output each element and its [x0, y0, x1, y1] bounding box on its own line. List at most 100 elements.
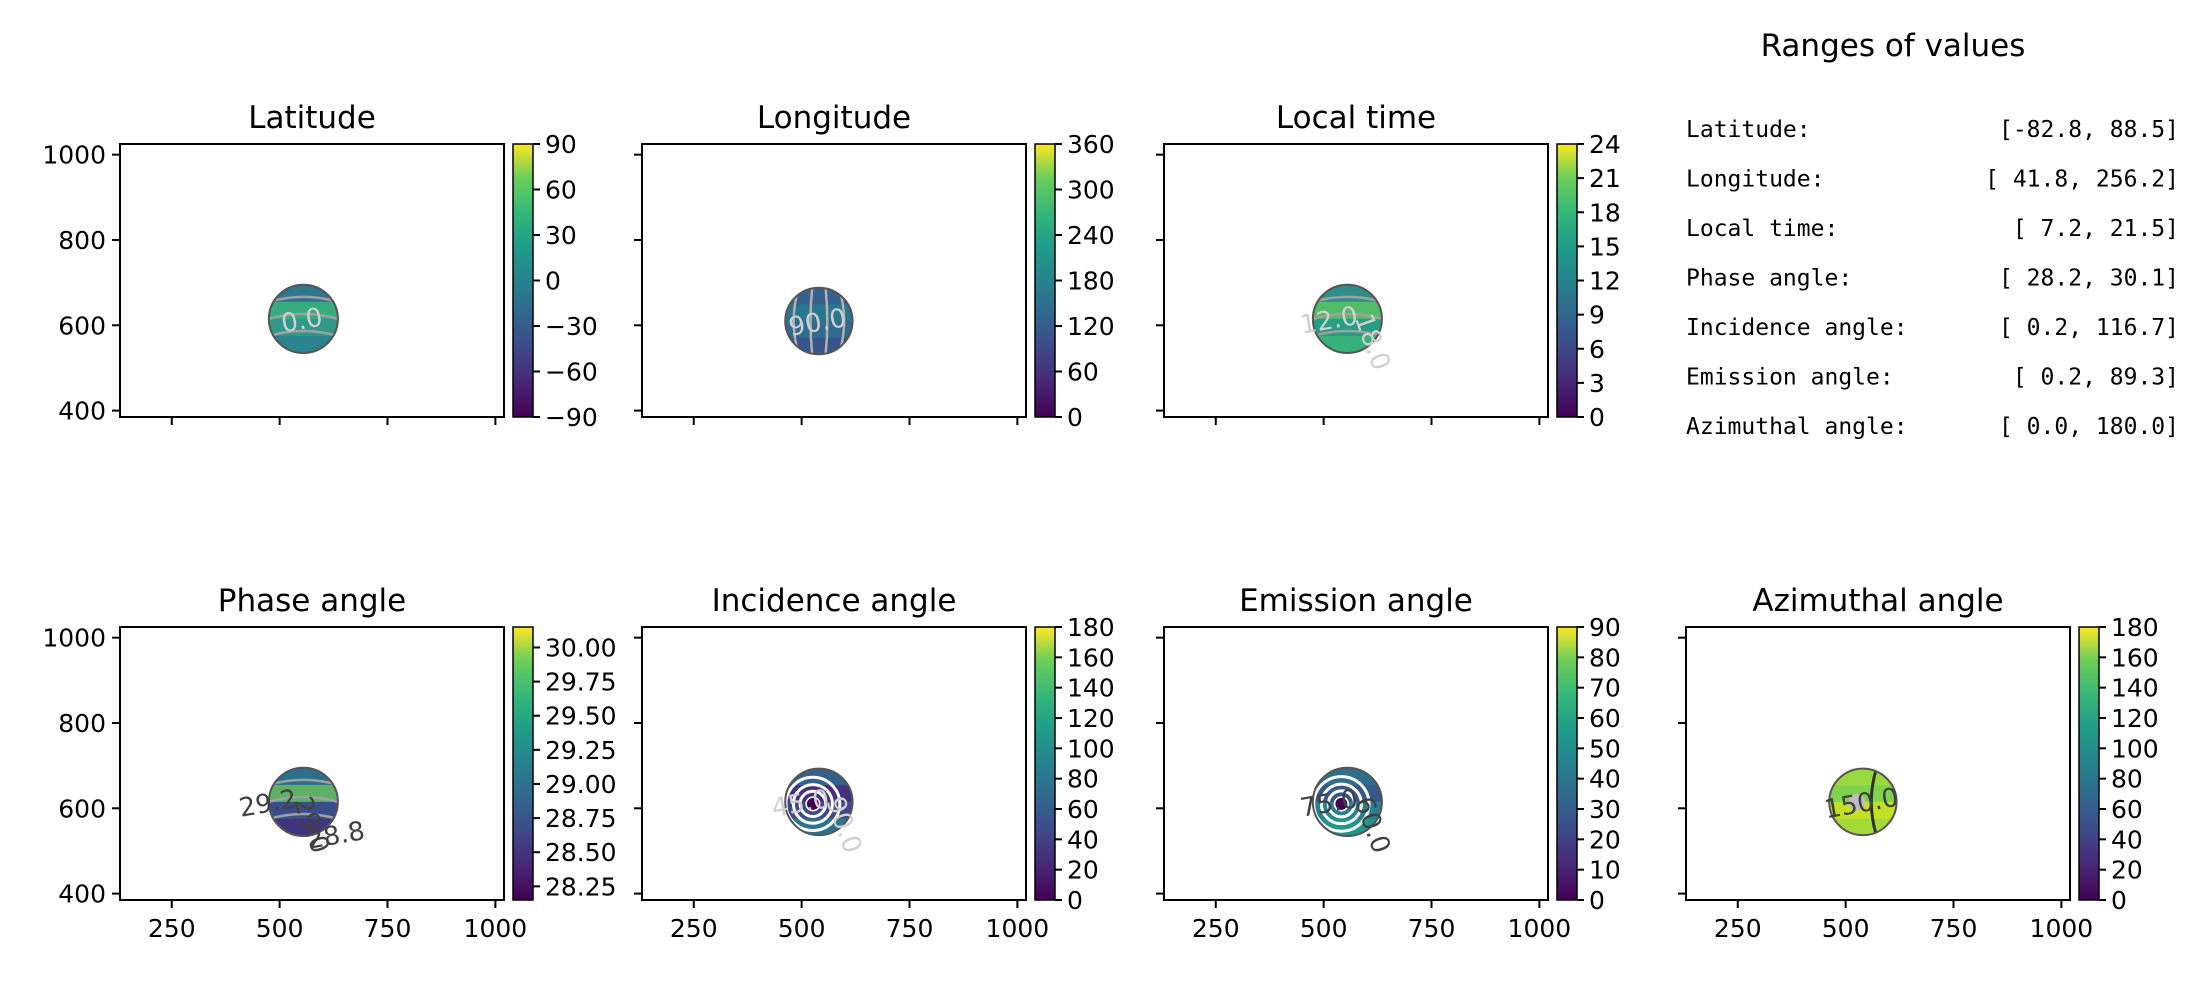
colorbar-tick-label: 28.75 — [545, 804, 617, 833]
subplot-title: Latitude — [248, 100, 376, 136]
colorbar-tick-label: 0 — [1589, 403, 1605, 432]
range-value: [ 41.8, 256.2] — [1985, 167, 2179, 193]
colorbar-tick-label: 0 — [1067, 403, 1083, 432]
colorbar-tick-label: 160 — [2111, 643, 2159, 672]
colorbar-tick-label: 40 — [2111, 825, 2143, 854]
colorbar-tick-label: 29.50 — [545, 702, 617, 731]
colorbar-tick-label: 60 — [1067, 795, 1099, 824]
colorbar-tick-label: 140 — [2111, 674, 2159, 703]
colorbar-tick-label: 24 — [1589, 130, 1621, 159]
x-tick-label: 1000 — [986, 914, 1050, 943]
y-tick-label: 400 — [58, 397, 106, 426]
colorbar-tick-label: 0 — [1067, 886, 1083, 915]
axes-frame — [1685, 626, 2071, 901]
x-tick-label: 750 — [1930, 914, 1978, 943]
colorbar-tick-label: 90 — [545, 130, 577, 159]
range-row: Phase angle: [ 28.2, 30.1] — [1686, 266, 2179, 292]
x-tick-label: 500 — [256, 914, 304, 943]
axes-frame — [1163, 626, 1549, 901]
colorbar-tick-label: 120 — [1067, 704, 1115, 733]
colorbar-tick-label: 15 — [1589, 232, 1621, 261]
colorbar-tick-label: 180 — [2111, 613, 2159, 642]
range-value: [ 0.2, 116.7] — [1999, 315, 2179, 341]
colorbar-tick-label: 0 — [1589, 886, 1605, 915]
x-tick-label: 750 — [364, 914, 412, 943]
colorbar-tick-label: −30 — [545, 312, 598, 341]
range-label: Local time: — [1686, 216, 1838, 242]
x-tick-label: 750 — [886, 914, 934, 943]
subplot-title: Azimuthal angle — [1752, 583, 2003, 619]
colorbar-tick-label: 140 — [1067, 674, 1115, 703]
colorbar-tick-label: −60 — [545, 358, 598, 387]
x-tick-label: 1000 — [464, 914, 528, 943]
y-tick-label: 600 — [58, 311, 106, 340]
colorbar-tick-label: 30 — [545, 221, 577, 250]
colorbar-tick-label: 300 — [1067, 176, 1115, 205]
colorbar-tick-label: 6 — [1589, 335, 1605, 364]
colorbar-tick-label: 60 — [2111, 795, 2143, 824]
subplot-title: Local time — [1276, 100, 1436, 136]
planet-disk — [268, 767, 338, 837]
colorbar-tick-label: 120 — [2111, 704, 2159, 733]
colorbar-tick-label: 0 — [2111, 886, 2127, 915]
range-value: [ 7.2, 21.5] — [2013, 216, 2179, 242]
colorbar-tick-label: 9 — [1589, 301, 1605, 330]
colorbar-tick-label: 18 — [1589, 198, 1621, 227]
planet-disk — [785, 768, 853, 836]
y-tick-label: 400 — [58, 880, 106, 909]
contour-label: 0.0 — [279, 303, 325, 340]
colorbar-tick-label: 20 — [1589, 825, 1621, 854]
colorbar-tick-label: 180 — [1067, 267, 1115, 296]
range-label: Phase angle: — [1686, 266, 1852, 292]
range-label: Azimuthal angle: — [1686, 414, 1908, 440]
colorbar-tick-label: 60 — [1067, 358, 1099, 387]
x-tick-label: 250 — [670, 914, 718, 943]
colorbar-tick-label: 160 — [1067, 643, 1115, 672]
x-tick-label: 1000 — [1508, 914, 1572, 943]
colorbar-tick-label: 20 — [1067, 856, 1099, 885]
colorbar-tick-label: 29.00 — [545, 770, 617, 799]
colorbar — [1556, 143, 1578, 418]
colorbar-tick-label: 28.25 — [545, 872, 617, 901]
x-tick-label: 500 — [778, 914, 826, 943]
colorbar-tick-label: 21 — [1589, 164, 1621, 193]
y-tick-label: 800 — [58, 226, 106, 255]
colorbar-tick-label: 30.00 — [545, 633, 617, 662]
range-row: Latitude: [-82.8, 88.5] — [1686, 117, 2179, 143]
range-row: Longitude: [ 41.8, 256.2] — [1686, 167, 2179, 193]
colorbar-tick-label: 240 — [1067, 221, 1115, 250]
y-tick-label: 1000 — [42, 141, 106, 170]
ranges-list: Latitude: [-82.8, 88.5] Longitude: [ 41.8, … — [1686, 117, 2179, 440]
axes-frame — [119, 626, 505, 901]
range-label: Emission angle: — [1686, 365, 1894, 391]
colorbar-tick-label: −90 — [545, 403, 598, 432]
colorbar-tick-label: 50 — [1589, 734, 1621, 763]
colorbar-tick-label: 60 — [1589, 704, 1621, 733]
colorbar-tick-label: 90 — [1589, 613, 1621, 642]
range-row: Incidence angle: [ 0.2, 116.7] — [1686, 315, 2179, 341]
axes-frame — [1163, 143, 1549, 418]
colorbar-tick-label: 28.50 — [545, 838, 617, 867]
colorbar-tick-label: 360 — [1067, 130, 1115, 159]
colorbar-tick-label: 120 — [1067, 312, 1115, 341]
colorbar-tick-label: 29.75 — [545, 668, 617, 697]
colorbar — [512, 626, 534, 901]
colorbar — [1556, 626, 1578, 901]
colorbar-tick-label: 100 — [2111, 734, 2159, 763]
axes-frame — [641, 626, 1027, 901]
axes-frame — [119, 143, 505, 418]
colorbar-tick-label: 80 — [1067, 765, 1099, 794]
colorbar-tick-label: 12 — [1589, 267, 1621, 296]
y-tick-label: 600 — [58, 794, 106, 823]
colorbar-tick-label: 29.25 — [545, 736, 617, 765]
colorbar-tick-label: 30 — [1589, 795, 1621, 824]
colorbar-tick-label: 3 — [1589, 369, 1605, 398]
range-row: Emission angle: [ 0.2, 89.3] — [1686, 365, 2179, 391]
colorbar-tick-label: 40 — [1067, 825, 1099, 854]
subplot-title: Emission angle — [1239, 583, 1473, 619]
